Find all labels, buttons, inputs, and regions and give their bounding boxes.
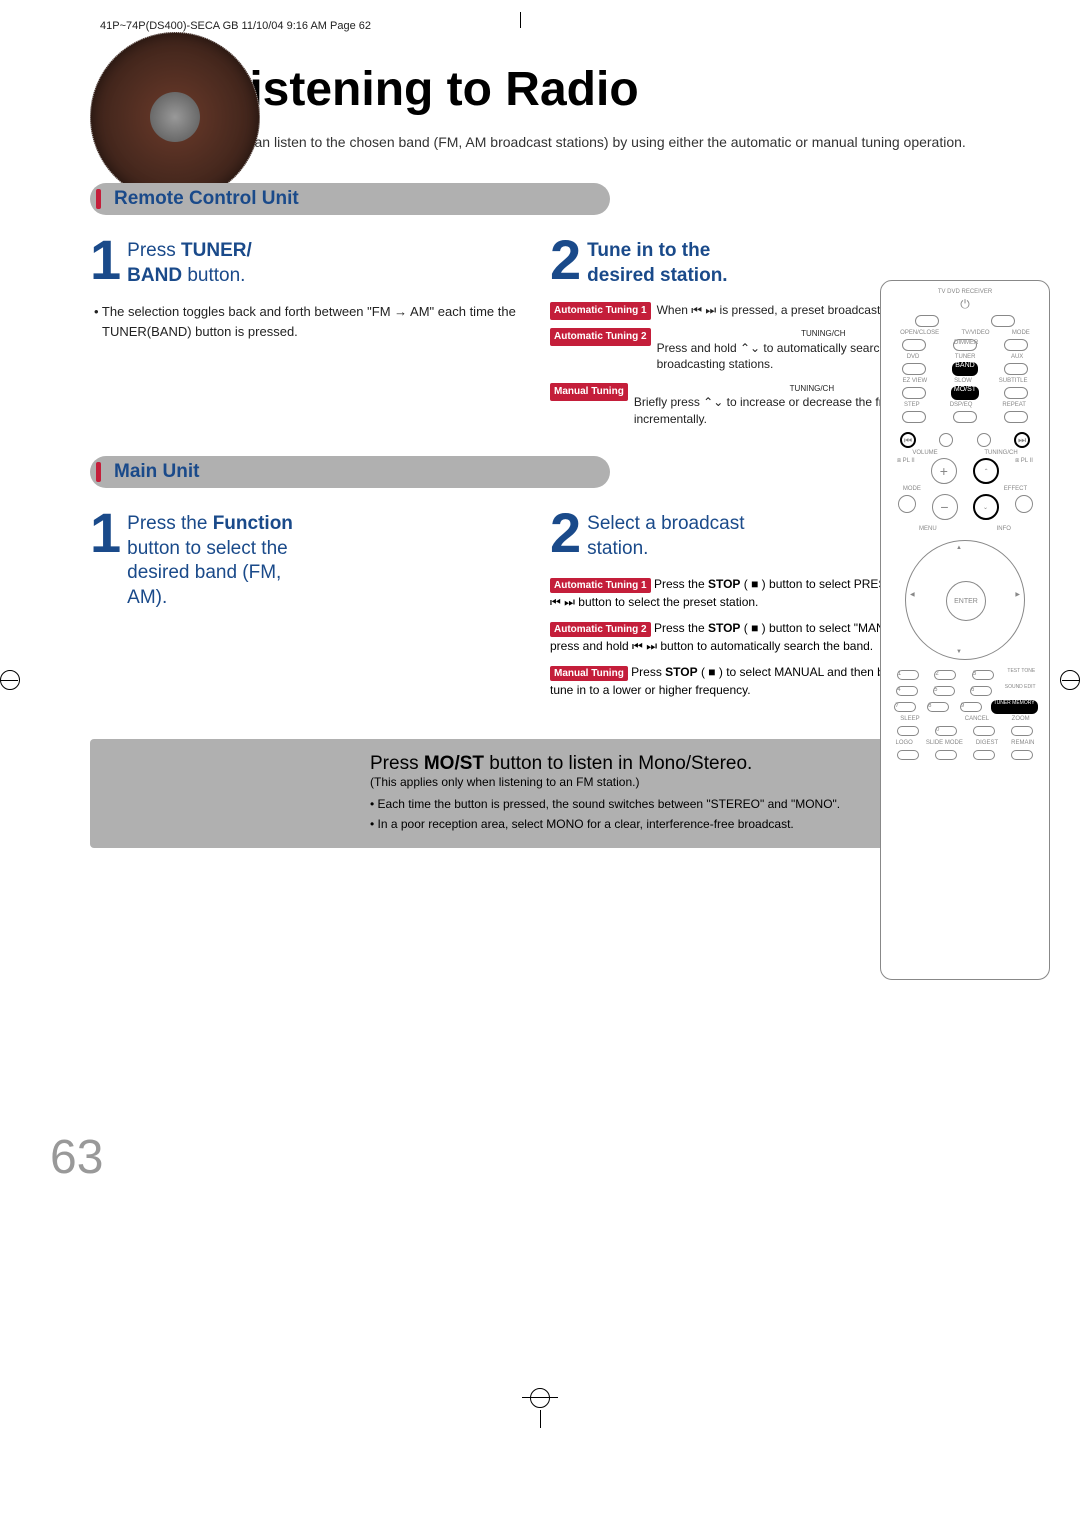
step-instruction: Tune in to the desired station. [587,235,727,288]
pill-label: Manual Tuning [550,383,628,401]
step-number: 1 [90,235,121,285]
section-remote-control: Remote Control Unit [90,183,610,215]
crop-mark [530,1388,550,1408]
remote-step-1: 1 Press TUNER/ BAND button. [90,235,530,288]
crop-mark [1062,680,1080,681]
section-main-unit: Main Unit [90,456,610,488]
step-number: 1 [90,508,121,558]
mono-stereo-block: Press MO/ST button to listen in Mono/Ste… [90,739,940,847]
step-instruction: Press TUNER/ BAND button. [127,235,252,288]
page-number: 63 [50,1130,103,1185]
pill-label: Automatic Tuning 1 [550,302,651,320]
section-label: Remote Control Unit [114,188,299,210]
header-text: 41P~74P(DS400)-SECA GB 11/10/04 9:16 AM … [100,20,371,32]
intro-text: You can listen to the chosen band (FM, A… [220,132,990,153]
mono-bullets: • Each time the button is pressed, the s… [370,795,920,833]
pill-label: Automatic Tuning 2 [550,622,651,637]
crop-mark [540,1410,541,1428]
section-label: Main Unit [114,461,200,483]
crop-mark [522,1397,558,1398]
speaker-graphic [90,32,260,202]
step-instruction: Select a broadcast station. [587,508,744,561]
mono-subtitle: (This applies only when listening to an … [370,775,920,789]
file-header: 41P~74P(DS400)-SECA GB 11/10/04 9:16 AM … [90,20,990,32]
mono-bullet-2: • In a poor reception area, select MONO … [370,815,920,834]
pill-label: Automatic Tuning 2 [550,328,651,346]
mono-bullet-1: • Each time the button is pressed, the s… [370,795,920,814]
remote-illustration: TV DVD RECEIVER ⏻ OPEN/CLOSETV/VIDEOMODE… [880,280,1050,980]
step-instruction: Press the Function button to select the … [127,508,293,611]
crop-mark [0,680,18,681]
step-number: 2 [550,235,581,285]
page-title: Listening to Radio [220,62,990,117]
main-step-1: 1 Press the Function button to select th… [90,508,530,611]
step1-note: • The selection toggles back and forth b… [90,302,530,341]
pill-label: Manual Tuning [550,666,628,681]
step-number: 2 [550,508,581,558]
mono-title: Press MO/ST button to listen in Mono/Ste… [370,753,920,775]
pill-label: Automatic Tuning 1 [550,578,651,593]
